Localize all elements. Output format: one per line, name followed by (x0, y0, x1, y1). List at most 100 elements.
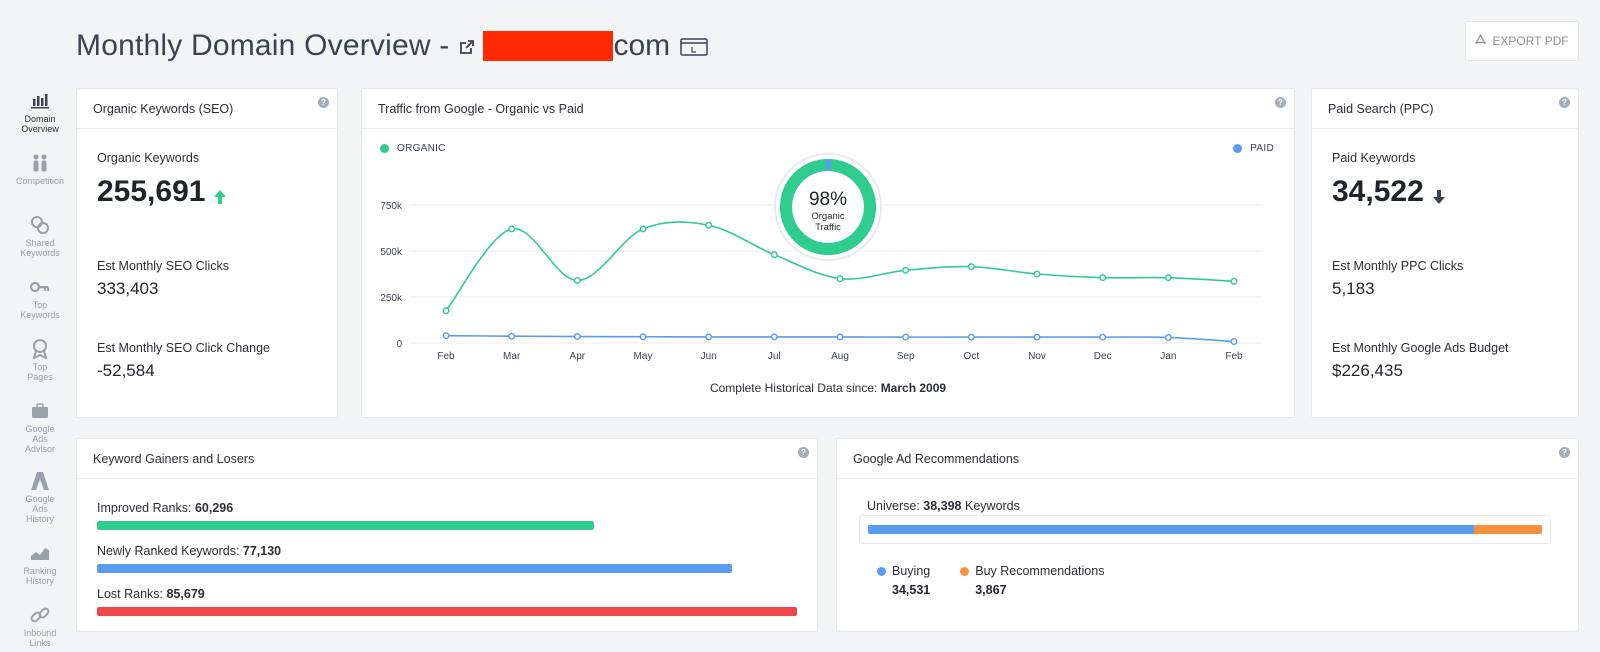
y-tick-label: 0 (396, 339, 402, 350)
shared-keywords-icon (29, 214, 51, 236)
paid-data-point (1099, 333, 1107, 341)
x-tick-label: Dec (1094, 351, 1112, 362)
arrow-down-icon (1432, 179, 1446, 213)
paid-data-point (1230, 338, 1238, 346)
ads-history-icon (29, 470, 51, 492)
newly-ranked-value: 77,130 (242, 544, 282, 558)
sidebar-nav: Domain Overview Competition Shared Keywo… (0, 90, 80, 652)
external-link-icon[interactable] (459, 39, 475, 60)
organic-keywords-value: 255,691 (97, 175, 206, 208)
gainer-label-row: Improved Ranks: 60,296 (97, 501, 797, 515)
gainer-row-newly-ranked: Newly Ranked Keywords: 77,130 (97, 544, 797, 573)
ad-recommendations-card: Google Ad Recommendations ? Universe: 38… (836, 438, 1579, 632)
organic-data-point (508, 225, 516, 233)
organic-data-point (442, 307, 450, 315)
ad-rec-legend: Buying 34,531 Buy Recommendations 3,867 (877, 564, 1558, 597)
export-pdf-button[interactable]: EXPORT PDF (1465, 21, 1579, 61)
x-tick-label: Feb (1225, 351, 1243, 362)
organic-data-point (967, 263, 975, 271)
help-icon[interactable]: ? (1559, 97, 1570, 108)
seo-click-change-label: Est Monthly SEO Click Change (97, 341, 270, 355)
sidebar-item-top-keywords[interactable]: Top Keywords (0, 276, 80, 338)
traffic-card-title: Traffic from Google - Organic vs Paid (378, 101, 584, 116)
sidebar-item-label: Inbound Links (23, 628, 57, 648)
historical-note-date: March 2009 (880, 381, 947, 395)
organic-data-point (1164, 274, 1172, 282)
ppc-card: Paid Search (PPC) ? Paid Keywords 34,522… (1311, 88, 1579, 418)
help-icon[interactable]: ? (1275, 97, 1286, 108)
organic-data-point (705, 221, 713, 229)
sidebar-item-google-ads-history[interactable]: Google Ads History (0, 470, 80, 542)
x-tick-label: Oct (964, 351, 980, 362)
paid-data-point (1164, 333, 1172, 341)
domain-tld: com (613, 29, 671, 62)
newly-ranked-bar (97, 564, 732, 573)
buy-recommendations-value: 3,867 (975, 583, 1007, 597)
paid-data-point (967, 333, 975, 341)
x-tick-label: May (634, 351, 653, 362)
gainers-card-header: Keyword Gainers and Losers ? (77, 439, 817, 479)
ppc-card-header: Paid Search (PPC) ? (1312, 89, 1578, 129)
ppc-clicks-value: 5,183 (1332, 279, 1375, 298)
paid-data-point (902, 333, 910, 341)
sidebar-item-ranking-history[interactable]: Ranking History (0, 542, 80, 604)
gainers-card-title: Keyword Gainers and Losers (93, 451, 255, 466)
x-tick-label: Jul (768, 351, 781, 362)
paid-data-point (1033, 333, 1041, 341)
paid-data-point (573, 333, 581, 341)
seo-click-change-value: -52,584 (97, 361, 155, 380)
help-icon[interactable]: ? (318, 97, 329, 108)
export-pdf-label: EXPORT PDF (1492, 34, 1569, 48)
key-icon (29, 276, 51, 298)
paid-data-point (639, 333, 647, 341)
x-tick-label: Aug (831, 351, 849, 362)
traffic-card-header: Traffic from Google - Organic vs Paid ? (362, 89, 1294, 129)
link-icon (29, 604, 51, 626)
sidebar-item-label: Google Ads History (25, 494, 55, 524)
paid-data-point (770, 333, 778, 341)
x-tick-label: Sep (897, 351, 915, 362)
seo-card: Organic Keywords (SEO) ? Organic Keyword… (76, 88, 338, 418)
buying-label: Buying (892, 564, 931, 578)
historical-note-prefix: Complete Historical Data since: (709, 381, 878, 395)
organic-data-point (836, 275, 844, 283)
help-icon[interactable]: ? (798, 447, 809, 458)
y-tick-label: 250k (380, 293, 403, 304)
sidebar-item-top-pages[interactable]: Top Pages (0, 338, 80, 400)
browser-window-icon[interactable] (680, 37, 708, 61)
sidebar-item-inbound-links[interactable]: Inbound Links (0, 604, 80, 652)
traffic-card: Traffic from Google - Organic vs Paid ? … (361, 88, 1295, 418)
sidebar-item-competition[interactable]: Competition (0, 152, 80, 214)
seo-clicks-value: 333,403 (97, 279, 159, 298)
sidebar-item-shared-keywords[interactable]: Shared Keywords (0, 214, 80, 276)
universe-bar (868, 525, 1542, 534)
x-tick-label: Jun (701, 351, 717, 362)
ads-budget-value: $226,435 (1332, 361, 1403, 380)
lost-ranks-bar (97, 607, 797, 616)
sidebar-item-google-ads-advisor[interactable]: Google Ads Advisor (0, 400, 80, 470)
sidebar-item-label: Competition (15, 176, 65, 186)
gainer-row-lost: Lost Ranks: 85,679 (97, 587, 797, 616)
y-tick-label: 750k (380, 201, 403, 212)
donut-organic-segment (780, 159, 876, 255)
gainer-label-row: Newly Ranked Keywords: 77,130 (97, 544, 797, 558)
lost-ranks-value: 85,679 (166, 587, 205, 601)
buying-value: 34,531 (892, 583, 931, 597)
sidebar-item-domain-overview[interactable]: Domain Overview (0, 90, 80, 152)
paid-legend-dot (1233, 144, 1243, 153)
organic-keywords-label: Organic Keywords (97, 151, 200, 165)
legend-organic[interactable]: ORGANIC (380, 143, 446, 154)
award-icon (29, 338, 51, 360)
improved-ranks-bar (97, 521, 594, 530)
donut-caption-line-1: Organic (811, 211, 845, 222)
organic-data-point (639, 225, 647, 233)
historical-data-note: Complete Historical Data since: March 20… (362, 381, 1294, 395)
help-icon[interactable]: ? (1559, 447, 1570, 458)
legend-paid[interactable]: PAID (1233, 143, 1274, 154)
ad-rec-card-title: Google Ad Recommendations (853, 451, 1020, 466)
universe-bar-frame (859, 515, 1551, 544)
x-tick-label: Jan (1160, 351, 1176, 362)
improved-ranks-value: 60,296 (194, 501, 234, 515)
universe-label: Universe: (867, 499, 920, 513)
buying-legend-item: Buying 34,531 (877, 564, 930, 597)
